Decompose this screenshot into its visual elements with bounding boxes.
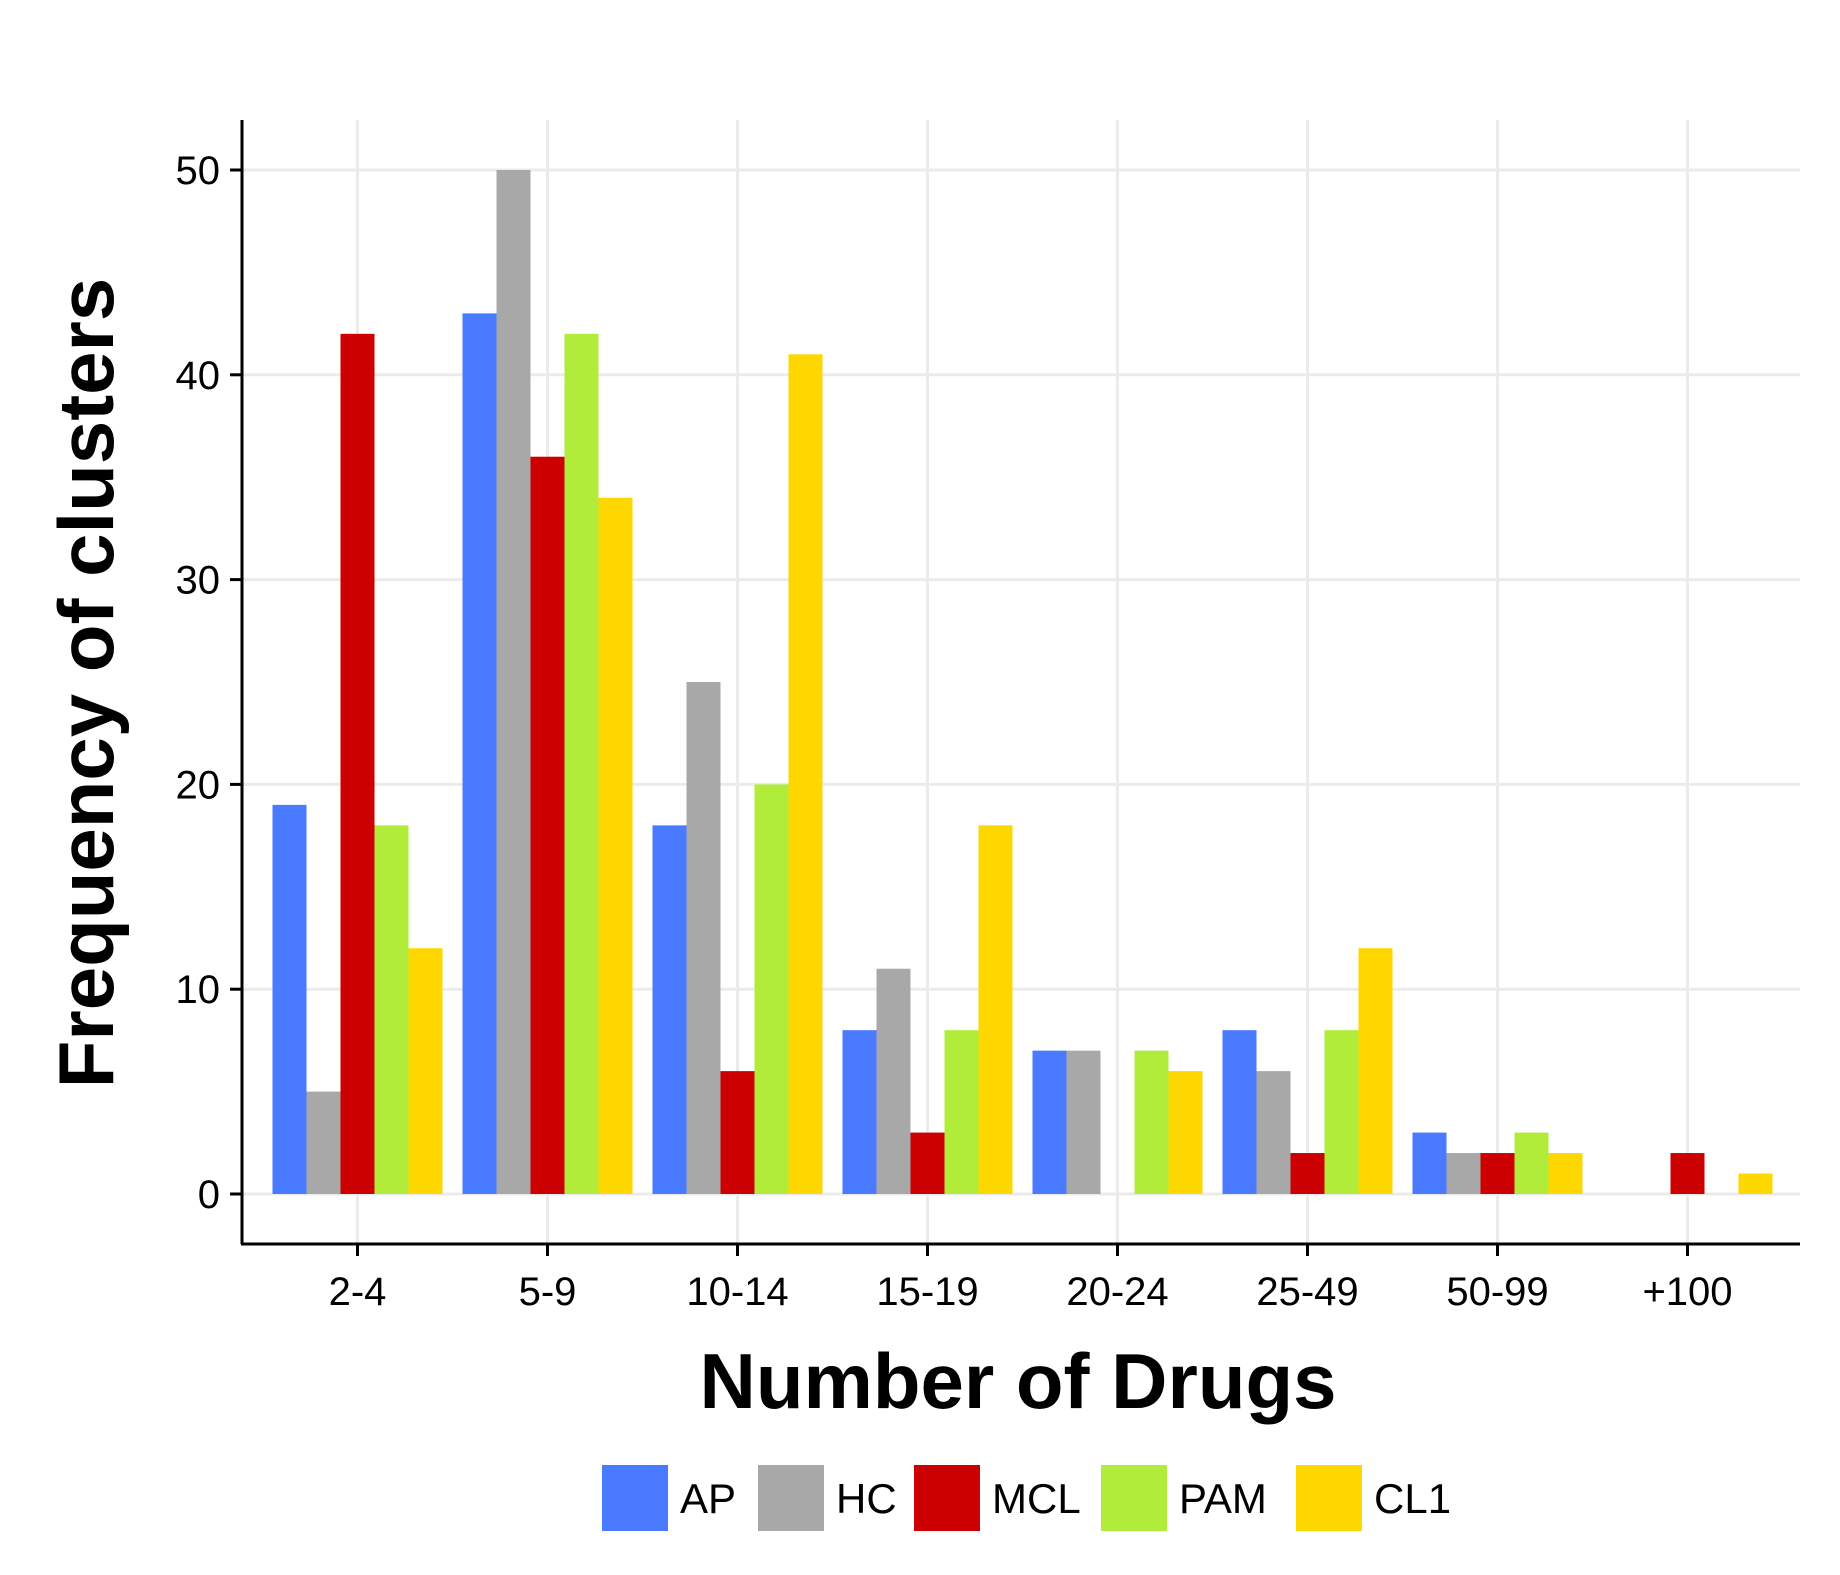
y-tick-label: 50 (176, 149, 221, 193)
x-tick-labels: 2-4 5-9 10-14 15-19 20-24 25-49 50-99 +100 (329, 1244, 1733, 1314)
bar-ap-10-14 (652, 825, 687, 1194)
legend-label-pam: PAM (1179, 1475, 1267, 1522)
x-tick-label: 10-14 (686, 1270, 788, 1314)
x-tick-label: 50-99 (1446, 1270, 1548, 1314)
legend-label-mcl: MCL (992, 1475, 1081, 1522)
bar-ap-20-24 (1032, 1050, 1067, 1194)
y-tick-label: 20 (176, 763, 221, 807)
bar-mcl-10-14 (720, 1071, 755, 1194)
y-tick-label: 30 (176, 559, 221, 603)
legend-label-hc: HC (836, 1475, 897, 1522)
bar-pam-50-99 (1514, 1132, 1549, 1194)
bar-ap-50-99 (1412, 1132, 1447, 1194)
bar-pam-2-4 (374, 825, 409, 1194)
bar-hc-2-4 (306, 1091, 341, 1194)
axes (240, 120, 1800, 1246)
y-tick-label: 10 (176, 968, 221, 1012)
bar-pam-15-19 (944, 1030, 979, 1194)
bar-mcl-5-9 (530, 456, 565, 1195)
legend: AP HC MCL PAM CL1 (602, 1465, 1451, 1531)
x-tick-label: 2-4 (329, 1270, 387, 1314)
bar-mcl-+100 (1670, 1153, 1705, 1194)
x-tick-label: +100 (1642, 1270, 1732, 1314)
y-tick-labels: 0 10 20 30 40 50 (176, 149, 242, 1217)
bar-ap-15-19 (842, 1030, 877, 1194)
bar-mcl-50-99 (1480, 1153, 1515, 1194)
bar-cl1-15-19 (978, 825, 1013, 1194)
x-tick-label: 20-24 (1066, 1270, 1168, 1314)
bar-cl1-+100 (1738, 1173, 1773, 1194)
bar-hc-15-19 (876, 968, 911, 1194)
bar-pam-5-9 (564, 333, 599, 1195)
bar-cl1-50-99 (1548, 1153, 1583, 1194)
y-axis-title: Frequency of clusters (42, 278, 130, 1089)
bars (272, 170, 1773, 1195)
legend-swatch-ap (602, 1465, 668, 1531)
legend-swatch-hc (758, 1465, 824, 1531)
bar-hc-10-14 (686, 682, 721, 1194)
bar-mcl-15-19 (910, 1132, 945, 1194)
bar-ap-2-4 (272, 804, 307, 1194)
x-axis-title: Number of Drugs (699, 1337, 1336, 1425)
bar-hc-20-24 (1066, 1050, 1101, 1194)
x-tick-label: 25-49 (1256, 1270, 1358, 1314)
y-tick-label: 0 (198, 1173, 220, 1217)
x-tick-label: 15-19 (876, 1270, 978, 1314)
bar-mcl-25-49 (1290, 1153, 1325, 1194)
legend-swatch-mcl (914, 1465, 980, 1531)
bar-cl1-5-9 (598, 497, 633, 1194)
bar-ap-5-9 (462, 313, 497, 1194)
bar-cl1-10-14 (788, 354, 823, 1194)
bar-hc-5-9 (496, 170, 531, 1194)
legend-swatch-cl1 (1296, 1465, 1362, 1531)
bar-cl1-20-24 (1168, 1071, 1203, 1194)
legend-swatch-pam (1101, 1465, 1167, 1531)
bar-cl1-25-49 (1358, 948, 1393, 1194)
x-tick-label: 5-9 (519, 1270, 577, 1314)
bar-cl1-2-4 (408, 948, 443, 1194)
y-tick-label: 40 (176, 354, 221, 398)
legend-label-cl1: CL1 (1374, 1475, 1451, 1522)
bar-pam-20-24 (1134, 1050, 1169, 1194)
legend-label-ap: AP (680, 1475, 736, 1522)
bar-hc-25-49 (1256, 1071, 1291, 1194)
bar-pam-25-49 (1324, 1030, 1359, 1194)
bar-mcl-2-4 (340, 333, 375, 1195)
bar-ap-25-49 (1222, 1030, 1257, 1194)
bar-hc-50-99 (1446, 1153, 1481, 1194)
bar-pam-10-14 (754, 784, 789, 1194)
